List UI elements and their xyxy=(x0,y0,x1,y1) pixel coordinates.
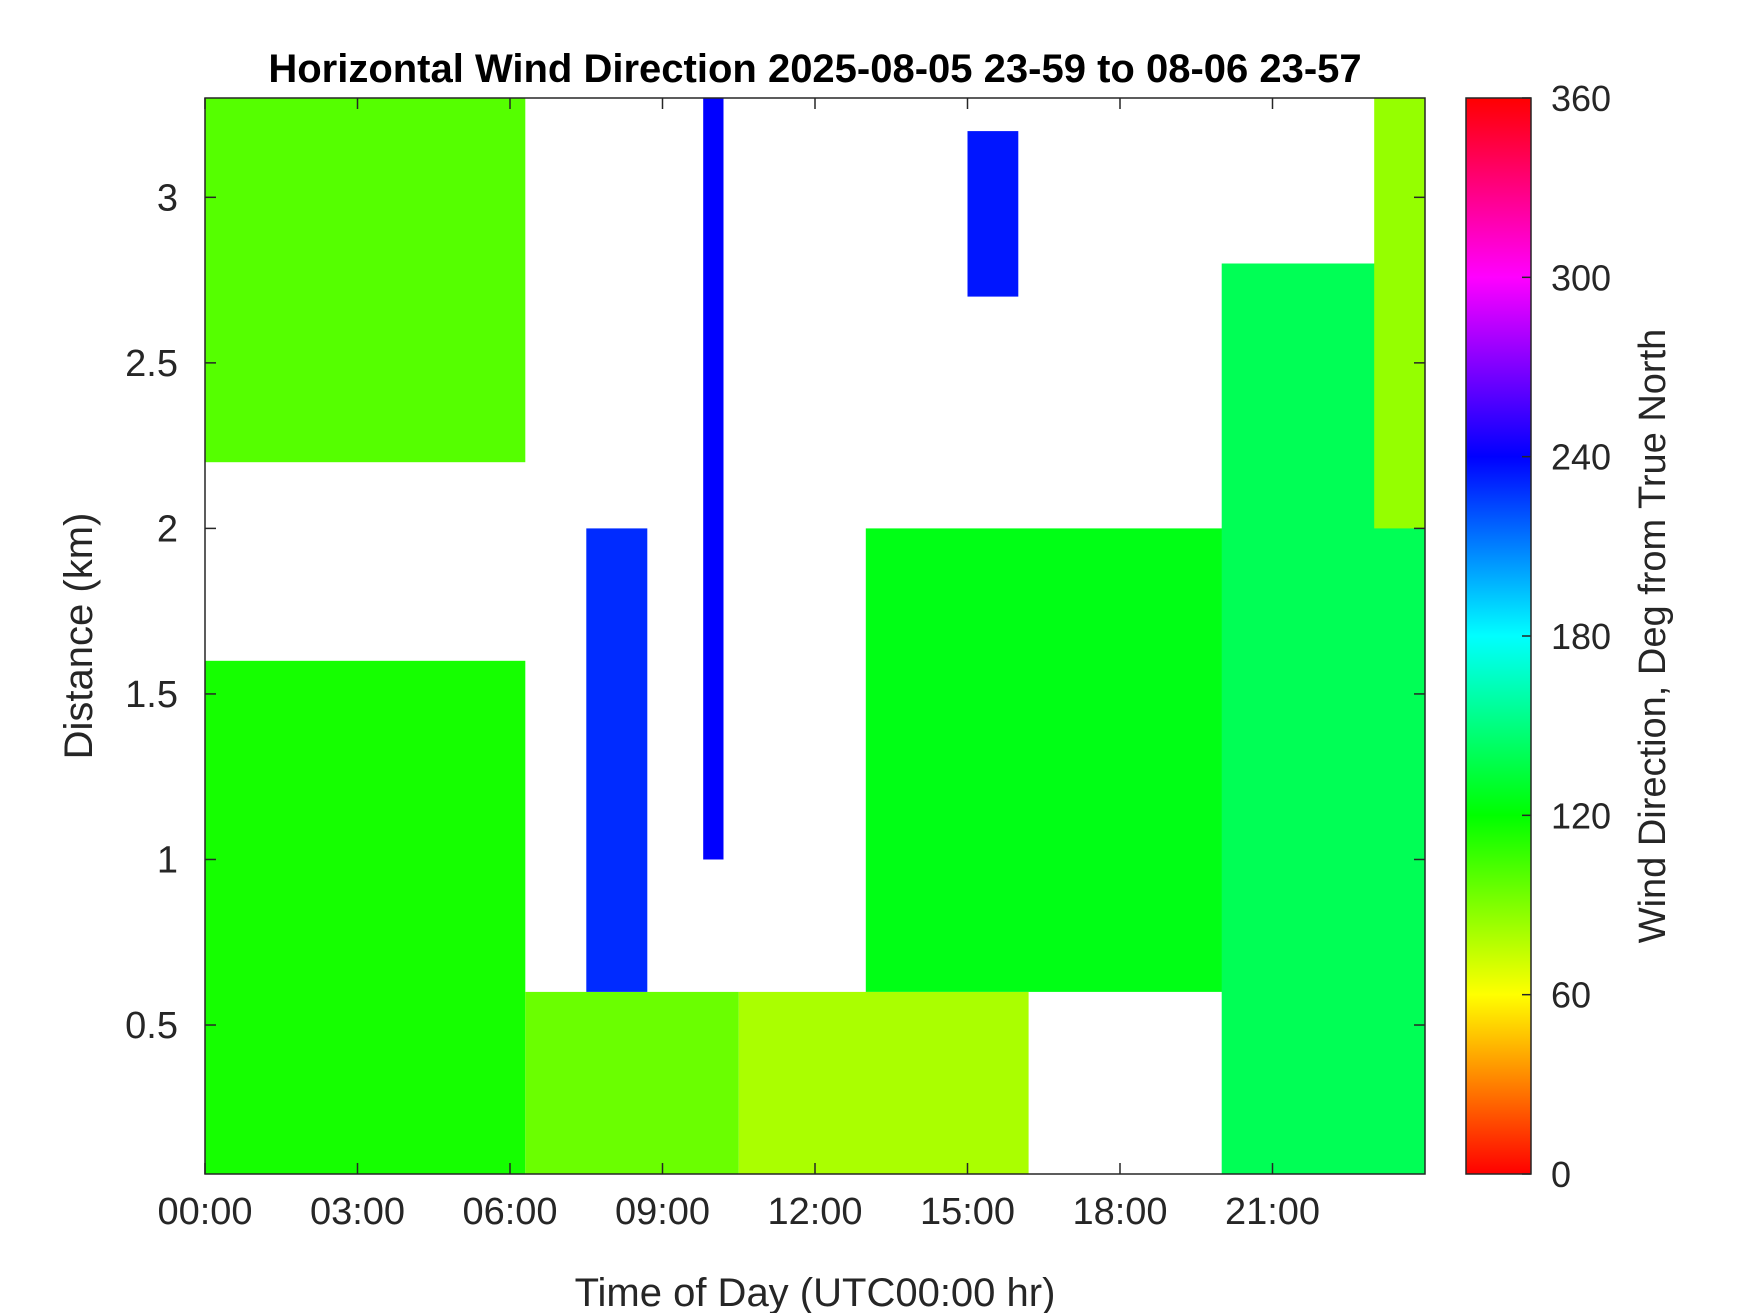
y-tick-label: 2 xyxy=(157,508,178,550)
x-axis-ticks: 00:00 03:00 06:00 09:00 12:00 15:00 18:00 21:00 xyxy=(157,98,1320,1233)
heatmap-region xyxy=(703,98,724,860)
y-axis-label: Distance (km) xyxy=(57,513,101,760)
colorbar-ticks: 0 60 120 180 240 300 360 xyxy=(1522,78,1611,1195)
y-tick-label: 0.5 xyxy=(125,1005,178,1047)
heatmap-region xyxy=(525,991,739,1174)
y-tick-label: 2.5 xyxy=(125,343,178,385)
colorbar: 0 60 120 180 240 300 360 Wind Direction, Deg f… xyxy=(1465,78,1674,1195)
x-tick-label: 15:00 xyxy=(920,1191,1015,1233)
x-tick-label: 18:00 xyxy=(1072,1191,1167,1233)
colorbar-tick-label: 60 xyxy=(1551,975,1591,1016)
colorbar-tick-label: 0 xyxy=(1551,1154,1571,1195)
x-tick-label: 00:00 xyxy=(157,1191,252,1233)
x-axis-label: Time of Day (UTC00:00 hr) xyxy=(575,1271,1056,1313)
colorbar-label: Wind Direction, Deg from True North xyxy=(1632,329,1674,944)
heatmap-region xyxy=(205,98,526,463)
colorbar-tick-label: 240 xyxy=(1551,437,1611,478)
x-tick-label: 12:00 xyxy=(767,1191,862,1233)
x-tick-label: 21:00 xyxy=(1225,1191,1320,1233)
heatmap-cells xyxy=(205,98,1425,1174)
y-tick-label: 1 xyxy=(157,839,178,881)
heatmap-region xyxy=(865,528,1248,992)
x-tick-label: 09:00 xyxy=(615,1191,710,1233)
colorbar-tick-label: 360 xyxy=(1551,78,1611,119)
colorbar-gradient xyxy=(1465,97,1532,1175)
x-tick-label: 06:00 xyxy=(462,1191,557,1233)
heatmap-region xyxy=(1374,98,1425,529)
colorbar-tick-label: 120 xyxy=(1551,795,1611,836)
heatmap-region xyxy=(738,991,1029,1174)
y-tick-label: 1.5 xyxy=(125,674,178,716)
x-tick-label: 03:00 xyxy=(310,1191,405,1233)
heatmap-region xyxy=(967,131,1019,297)
plot-area: 00:00 03:00 06:00 09:00 12:00 15:00 18:00 21:00… xyxy=(125,97,1426,1233)
colorbar-tick-label: 180 xyxy=(1551,616,1611,657)
heatmap-region xyxy=(586,528,648,992)
y-tick-label: 3 xyxy=(157,177,178,219)
heatmap-region xyxy=(205,660,526,1174)
y-axis-ticks: 0.5 1 1.5 2 2.5 3 xyxy=(125,177,1425,1047)
chart-title: Horizontal Wind Direction 2025-08-05 23-… xyxy=(268,47,1361,91)
colorbar-tick-label: 300 xyxy=(1551,257,1611,298)
